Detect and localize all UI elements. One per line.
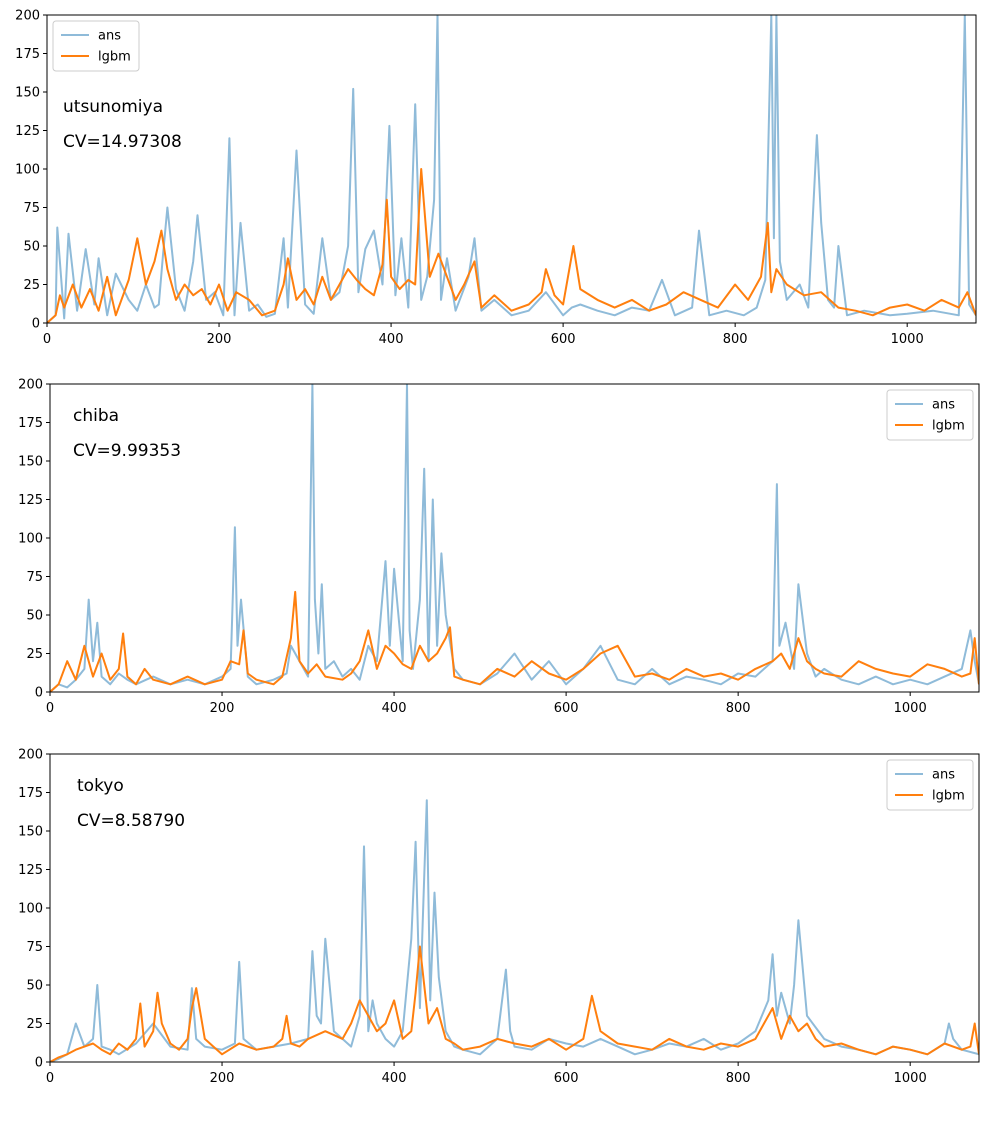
legend-label-ans: ans [932, 768, 955, 783]
y-tick-label: 200 [18, 378, 43, 393]
city-label: chiba [73, 406, 119, 426]
y-tick-label: 100 [18, 532, 43, 547]
x-tick-label: 0 [46, 701, 54, 716]
series-line-lgbm [50, 590, 979, 692]
y-tick-label: 0 [35, 686, 43, 701]
legend-box [52, 20, 140, 72]
x-tick-label: 200 [210, 1071, 235, 1086]
series-line-lgbm [47, 168, 976, 323]
x-tick-label: 400 [379, 332, 404, 347]
y-tick-label: 25 [23, 278, 40, 293]
y-tick-label: 75 [26, 570, 43, 585]
legend: ans lgbm [886, 759, 974, 811]
chart-panel-utsunomiya: 0 25 50 75 100 125 150 175 200 0 200 400 600 800 1000 u… [15, 9, 977, 347]
x-tick-label: 1000 [894, 1071, 927, 1086]
y-tick-label: 25 [26, 647, 43, 662]
y-tick-label: 150 [18, 455, 43, 470]
x-tick-label: 400 [382, 701, 407, 716]
legend-label-ans: ans [932, 398, 955, 413]
y-tick-label: 175 [15, 47, 40, 62]
y-tick-label: 200 [15, 9, 40, 24]
y-tick-label: 75 [26, 940, 43, 955]
y-tick-label: 175 [18, 416, 43, 431]
y-tick-label: 125 [15, 124, 40, 139]
x-tick-label: 0 [46, 1071, 54, 1086]
x-tick-label: 600 [554, 1071, 579, 1086]
x-tick-label: 400 [382, 1071, 407, 1086]
legend-label-lgbm: lgbm [98, 50, 131, 65]
legend-label-lgbm: lgbm [932, 789, 965, 804]
y-tick-label: 175 [18, 786, 43, 801]
x-tick-label: 1000 [891, 332, 924, 347]
y-tick-label: 100 [15, 163, 40, 178]
legend: ans lgbm [52, 20, 140, 72]
cv-label: CV=8.58790 [77, 811, 185, 831]
y-tick-label: 75 [23, 201, 40, 216]
chart-panel-chiba: 0 25 50 75 100 125 150 175 200 0 200 400 600 800 1000 c… [18, 378, 980, 716]
y-tick-label: 125 [18, 863, 43, 878]
y-tick-label: 150 [18, 825, 43, 840]
x-tick-label: 800 [723, 332, 748, 347]
x-tick-label: 800 [726, 1071, 751, 1086]
y-tick-label: 0 [35, 1056, 43, 1071]
x-tick-label: 600 [554, 701, 579, 716]
y-tick-label: 25 [26, 1017, 43, 1032]
y-tick-label: 50 [26, 979, 43, 994]
legend-box [886, 389, 974, 441]
x-tick-label: 600 [551, 332, 576, 347]
y-tick-label: 150 [15, 86, 40, 101]
x-tick-label: 200 [207, 332, 232, 347]
legend: ans lgbm [886, 389, 974, 441]
city-label: tokyo [77, 776, 124, 796]
y-tick-label: 50 [23, 240, 40, 255]
y-tick-label: 0 [32, 317, 40, 332]
y-tick-label: 100 [18, 902, 43, 917]
series-line-ans [47, 15, 976, 323]
legend-box [886, 759, 974, 811]
series-line-ans [50, 384, 979, 692]
x-tick-label: 200 [210, 701, 235, 716]
x-tick-label: 800 [726, 701, 751, 716]
y-tick-label: 200 [18, 748, 43, 763]
city-label: utsunomiya [63, 97, 163, 117]
y-tick-label: 125 [18, 493, 43, 508]
chart-panel-tokyo: 0 25 50 75 100 125 150 175 200 0 200 400 600 800 1000 t… [18, 748, 980, 1086]
cv-label: CV=9.99353 [73, 441, 181, 461]
legend-label-ans: ans [98, 29, 121, 44]
legend-label-lgbm: lgbm [932, 419, 965, 434]
x-tick-label: 1000 [894, 701, 927, 716]
series-line-lgbm [50, 945, 979, 1062]
x-tick-label: 0 [43, 332, 51, 347]
y-tick-label: 50 [26, 609, 43, 624]
cv-label: CV=14.97308 [63, 132, 182, 152]
